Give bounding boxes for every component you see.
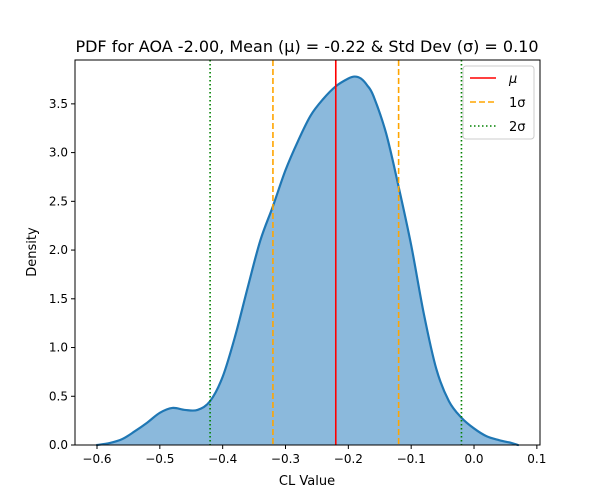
x-axis-label: CL Value <box>279 474 335 489</box>
y-tick-label: 2.5 <box>49 194 68 208</box>
legend-mu-label: μ <box>508 72 517 87</box>
y-tick-label: 1.0 <box>49 341 68 355</box>
x-axis: −0.6 −0.5 −0.4 −0.3 −0.2 −0.1 0.0 0.1 <box>82 445 546 466</box>
y-axis: 0.0 0.5 1.0 1.5 2.0 2.5 3.0 3.5 <box>49 97 75 452</box>
x-tick-label: −0.5 <box>145 452 174 466</box>
y-tick-label: 0.5 <box>49 389 68 403</box>
x-tick-label: −0.1 <box>397 452 426 466</box>
density-area-fill <box>96 76 519 446</box>
y-tick-label: 2.0 <box>49 243 68 257</box>
x-tick-label: −0.3 <box>271 452 300 466</box>
y-tick-label: 3.5 <box>49 97 68 111</box>
chart-title: PDF for AOA -2.00, Mean (μ) = -0.22 & St… <box>75 37 538 56</box>
legend: μ 1σ 2σ <box>462 65 535 140</box>
axes-frame <box>74 59 541 446</box>
legend-1sigma-label: 1σ <box>509 96 526 111</box>
y-tick-label: 0.0 <box>49 438 68 452</box>
legend-box <box>462 65 535 140</box>
y-tick-label: 3.0 <box>49 146 68 160</box>
x-tick-label: −0.2 <box>334 452 363 466</box>
x-tick-label: −0.6 <box>82 452 111 466</box>
x-tick-label: 0.1 <box>527 452 546 466</box>
plot-area <box>95 60 520 447</box>
x-tick-label: −0.4 <box>208 452 237 466</box>
y-axis-label: Density <box>25 227 40 277</box>
legend-2sigma-label: 2σ <box>509 120 526 135</box>
density-curve-line <box>95 75 520 447</box>
y-tick-label: 1.5 <box>49 292 68 306</box>
x-tick-label: 0.0 <box>464 452 483 466</box>
